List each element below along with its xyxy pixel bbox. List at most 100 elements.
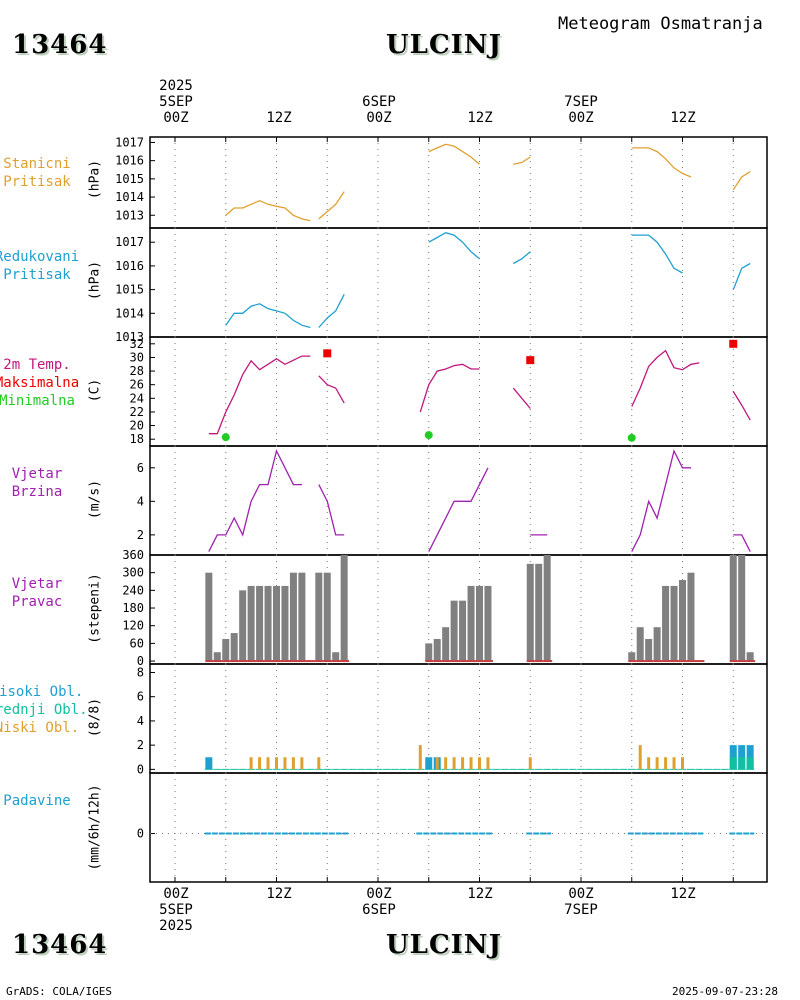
wind-speed-line (733, 534, 751, 552)
wind-direction-bar (213, 652, 221, 662)
wind-direction-base (653, 660, 663, 663)
y-tick-label: 180 (122, 601, 144, 615)
y-tick-label: 4 (137, 714, 144, 728)
wind-direction-base (526, 660, 536, 663)
reduced-pressure-line (732, 262, 751, 290)
wind-direction-base (543, 660, 553, 663)
reduced-pressure-line (318, 294, 345, 328)
reduced-pressure-line (428, 232, 480, 260)
reduced-pressure-line (225, 303, 311, 329)
bottom-time-label: 00Z 7SEP (564, 886, 598, 918)
panel-frame (149, 445, 768, 556)
wind-direction-bar (273, 585, 280, 662)
panel-frame (149, 336, 768, 447)
panel-label-precipitation: Padavine (3, 793, 71, 809)
tmin-marker (627, 433, 636, 442)
wind-direction-base (306, 660, 316, 663)
panel-frame (149, 136, 768, 229)
station-pressure-line (225, 199, 311, 222)
wind-speed-line (208, 449, 302, 552)
unit-label: (stepeni) (87, 573, 103, 644)
low-cloud-bar (638, 745, 642, 770)
tmax-marker (323, 349, 332, 358)
wind-direction-bar (433, 638, 441, 662)
wind-direction-base (239, 660, 248, 663)
bottom-time-label: 12Z (266, 886, 292, 902)
wind-direction-base (425, 660, 434, 663)
y-tick-label: 18 (130, 432, 144, 446)
high-cloud-bar (205, 757, 213, 770)
wind-direction-bar (323, 572, 331, 662)
wind-direction-bar (425, 643, 433, 662)
station-name: ULCINJ (386, 30, 502, 60)
low-cloud-bar (444, 757, 448, 770)
high-cloud-bar (425, 757, 433, 770)
station-pressure-line (318, 191, 345, 220)
wind-direction-bar (459, 600, 467, 662)
panel-frame (149, 663, 768, 774)
wind-direction-bar (484, 585, 492, 662)
footer-station-name: ULCINJ (386, 930, 502, 960)
low-cloud-bar (452, 757, 456, 770)
low-cloud-bar (681, 757, 684, 770)
station-pressure-line (732, 171, 751, 191)
low-cloud-bar (486, 757, 490, 770)
reduced-pressure-line (631, 234, 683, 274)
station-pressure-line (631, 147, 692, 178)
y-tick-label: 1013 (115, 208, 144, 222)
y-tick-label: 6 (137, 461, 144, 475)
wind-direction-base (340, 660, 350, 663)
panel-label-wind-speed: Vjetar Brzina (11, 466, 63, 500)
low-cloud-bar (266, 757, 270, 770)
wind-direction-bar (332, 652, 340, 662)
wind-direction-bar (205, 572, 213, 662)
unit-label: (mm/6h/12h) (87, 784, 103, 871)
y-tick-label: 0 (137, 827, 144, 841)
wind-speed-line (318, 484, 345, 536)
wind-direction-bar (289, 572, 297, 662)
unit-label: (8/8) (87, 697, 103, 738)
wind-direction-bar (450, 600, 458, 662)
low-cloud-bar (283, 757, 287, 770)
low-cloud-bar (469, 757, 473, 770)
wind-direction-base (729, 660, 739, 663)
top-time-label: 12Z (670, 110, 696, 126)
tmax-marker (526, 356, 535, 365)
footer-credit: GrADS: COLA/IGES (6, 985, 112, 998)
wind-direction-bar (476, 585, 483, 662)
wind-direction-bar (256, 585, 264, 662)
wind-direction-bar (467, 585, 475, 662)
low-cloud-bar (275, 757, 278, 770)
low-cloud-bar (647, 757, 651, 770)
wind-direction-base (264, 660, 274, 663)
wind-direction-bar (645, 638, 653, 662)
y-tick-label: 240 (122, 583, 144, 597)
wind-direction-base (230, 660, 240, 663)
low-cloud-bar (258, 757, 262, 770)
wind-direction-base (433, 660, 443, 663)
y-tick-label: 120 (122, 619, 144, 633)
y-tick-label: 1014 (115, 190, 144, 204)
unit-label: (m/s) (87, 479, 103, 520)
y-tick-label: 1013 (115, 330, 144, 344)
unit-label: (hPa) (87, 260, 103, 301)
low-cloud-bar (418, 745, 422, 770)
top-time-label: 7SEP 00Z (564, 94, 598, 126)
y-tick-label: 20 (130, 419, 144, 433)
wind-direction-base (281, 660, 290, 663)
wind-direction-base (442, 660, 451, 663)
wind-direction-base (687, 660, 696, 663)
tmin-marker (424, 431, 433, 440)
wind-direction-bar (670, 585, 678, 662)
wind-direction-bar (222, 638, 230, 662)
wind-direction-base (213, 660, 223, 663)
wind-direction-base (645, 660, 654, 663)
wind-direction-bar (738, 555, 746, 662)
top-time-label: 2025 5SEP 00Z (159, 78, 193, 126)
y-tick-label: 1014 (115, 306, 144, 320)
bottom-time-label: 00Z 6SEP (362, 886, 396, 918)
tmin-marker (221, 433, 230, 442)
wind-direction-base (289, 660, 299, 663)
wind-direction-base (738, 660, 747, 663)
y-tick-label: 1016 (115, 154, 144, 168)
